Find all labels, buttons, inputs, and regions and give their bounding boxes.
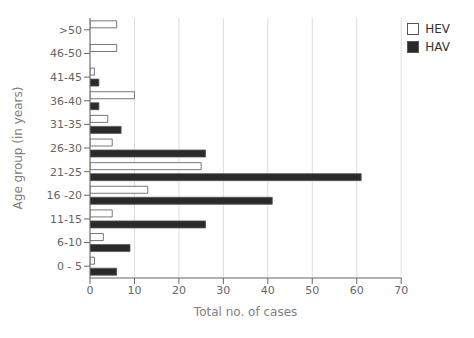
- svg-text:16 -20: 16 -20: [47, 189, 82, 202]
- svg-text:6-10: 6-10: [57, 236, 82, 249]
- svg-text:Total no. of cases: Total no. of cases: [193, 305, 297, 319]
- svg-text:60: 60: [350, 284, 364, 297]
- svg-text:11-15: 11-15: [50, 213, 82, 226]
- svg-text:41-45: 41-45: [50, 71, 82, 84]
- html-text:HEV: HEV: [425, 22, 450, 36]
- svg-text:21-25: 21-25: [50, 166, 82, 179]
- svg-text:Age group (in years): Age group (in years): [11, 87, 25, 210]
- svg-text:20: 20: [172, 284, 186, 297]
- svg-text:40: 40: [261, 284, 275, 297]
- svg-text:>50: >50: [59, 24, 82, 37]
- svg-text:46-50: 46-50: [50, 47, 82, 60]
- svg-text:31-35: 31-35: [50, 118, 82, 131]
- svg-text:26-30: 26-30: [50, 142, 82, 155]
- svg-text:36-40: 36-40: [50, 95, 82, 108]
- svg-text:50: 50: [305, 284, 319, 297]
- svg-text:10: 10: [127, 284, 141, 297]
- html-text:HAV: HAV: [425, 40, 450, 54]
- svg-text:70: 70: [394, 284, 408, 297]
- svg-text:30: 30: [216, 284, 230, 297]
- svg-text:0 - 5: 0 - 5: [57, 260, 82, 273]
- svg-text:0: 0: [87, 284, 94, 297]
